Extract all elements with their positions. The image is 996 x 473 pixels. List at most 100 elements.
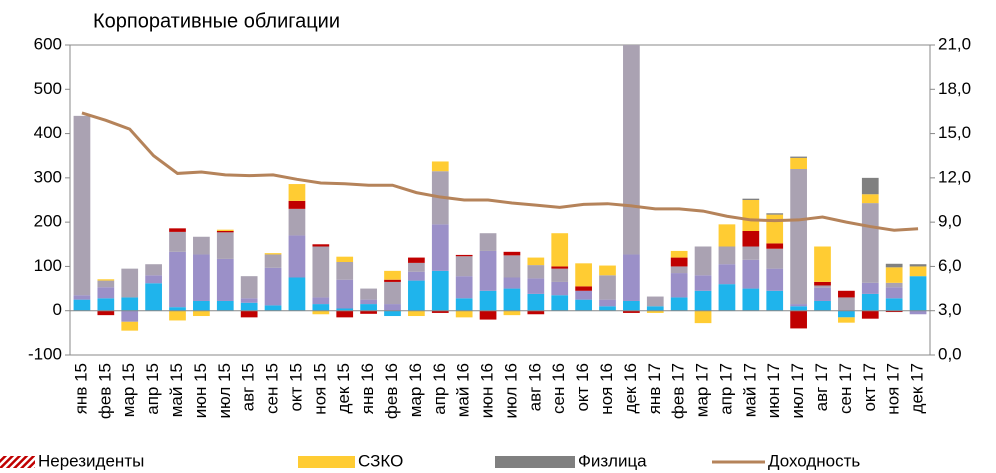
y-tick-label: 500	[34, 79, 62, 98]
x-tick-label: окт 17	[860, 363, 879, 412]
bar-segment	[790, 310, 807, 329]
bar-segment	[431, 224, 449, 271]
bar-segment	[145, 283, 162, 311]
bar-segment	[455, 256, 473, 277]
y-tick-label: 100	[34, 256, 62, 275]
bar-segment	[814, 285, 831, 288]
bar-segment	[216, 229, 234, 231]
bar-segment	[742, 246, 760, 260]
bar-segment	[623, 254, 640, 301]
bar-segment	[216, 300, 234, 311]
bar-segment	[121, 268, 139, 298]
bar-segment	[623, 310, 640, 313]
bar-segment	[646, 306, 664, 311]
bar-segment	[503, 277, 521, 289]
bar-segment	[73, 295, 91, 300]
bar-segment	[551, 281, 569, 296]
bar-segment	[670, 266, 688, 274]
bar-segment	[814, 246, 831, 282]
bar-segment	[814, 287, 831, 301]
x-tick-label: мар 16	[406, 363, 425, 417]
y-tick-label: 400	[34, 123, 62, 142]
bar-segment	[718, 224, 736, 247]
bar-segment	[312, 304, 330, 311]
legend-swatch	[495, 456, 575, 468]
yield-line	[81, 111, 919, 232]
bar-segment	[599, 275, 616, 300]
bar-segment	[885, 287, 903, 299]
bar-segment	[909, 310, 927, 315]
bar-segment	[527, 257, 545, 266]
bar-segment	[360, 304, 377, 311]
bar-segment	[216, 231, 234, 233]
bar-segment	[455, 310, 473, 318]
bar-segment	[360, 288, 377, 300]
bar-segment	[575, 299, 592, 311]
bar-segment	[336, 310, 354, 318]
x-tick-label: янв 15	[71, 363, 90, 414]
bar-segment	[623, 300, 640, 311]
bar-segment	[670, 250, 688, 258]
bar-segment	[861, 194, 879, 204]
bar-segment	[97, 279, 115, 281]
bar-segment	[336, 279, 354, 309]
bar-segment	[240, 276, 258, 299]
bar-segment	[861, 203, 879, 283]
legend-label: Нерезиденты	[38, 451, 144, 470]
bar-segment	[790, 169, 807, 305]
bar-segment	[479, 233, 497, 251]
bar-segment	[479, 310, 497, 320]
bar-segment	[599, 299, 616, 307]
y2-tick-label: 0,0	[938, 344, 962, 363]
bar-segment	[121, 321, 139, 331]
bar-segment	[790, 157, 807, 169]
bar-segment	[670, 257, 688, 267]
x-tick-label: авг 15	[239, 363, 258, 411]
bar-segment	[73, 115, 91, 296]
bar-segment	[838, 297, 855, 311]
bar-segment	[838, 290, 855, 298]
bar-segment	[193, 254, 210, 301]
x-tick-label: апр 15	[143, 363, 162, 415]
bar-segment	[121, 297, 139, 311]
plot-frame	[69, 44, 931, 356]
bar-segment	[646, 310, 664, 313]
bar-segment	[503, 310, 521, 316]
bar-segment	[169, 228, 186, 232]
bar-segment	[479, 250, 497, 291]
bar-segment	[766, 268, 784, 291]
bar-segment	[694, 310, 712, 324]
chart-title: Корпоративные облигации	[93, 10, 340, 32]
bar-segment	[909, 276, 927, 311]
bar-segment	[384, 270, 401, 280]
x-tick-label: июн 16	[478, 363, 497, 418]
bar-segment	[312, 246, 330, 298]
legend-label: Доходность	[768, 451, 860, 470]
bar-segment	[431, 310, 449, 313]
bar-segment	[216, 258, 234, 301]
bar-segment	[861, 293, 879, 311]
legend-swatch	[298, 456, 355, 468]
bar-segment	[169, 310, 186, 321]
bar-segment	[288, 277, 306, 311]
bar-segment	[551, 233, 569, 267]
x-tick-label: фев 17	[669, 363, 688, 419]
bar-segment	[264, 253, 282, 255]
bar-segment	[455, 276, 473, 299]
bar-segment	[312, 310, 330, 315]
bar-segment	[790, 304, 807, 307]
bar-segment	[503, 288, 521, 311]
bar-segment	[193, 236, 210, 255]
bar-segment	[766, 243, 784, 249]
bar-segment	[575, 290, 592, 300]
bar-segment	[169, 307, 186, 311]
bar-segment	[455, 254, 473, 257]
bar-segment	[408, 257, 425, 263]
bar-segment	[909, 266, 927, 277]
bar-segment	[336, 262, 354, 280]
x-tick-label: мар 15	[119, 363, 138, 417]
bar-segment	[742, 231, 760, 247]
bar-segment	[336, 256, 354, 262]
bar-segment	[408, 271, 425, 281]
x-tick-label: фев 16	[382, 363, 401, 419]
